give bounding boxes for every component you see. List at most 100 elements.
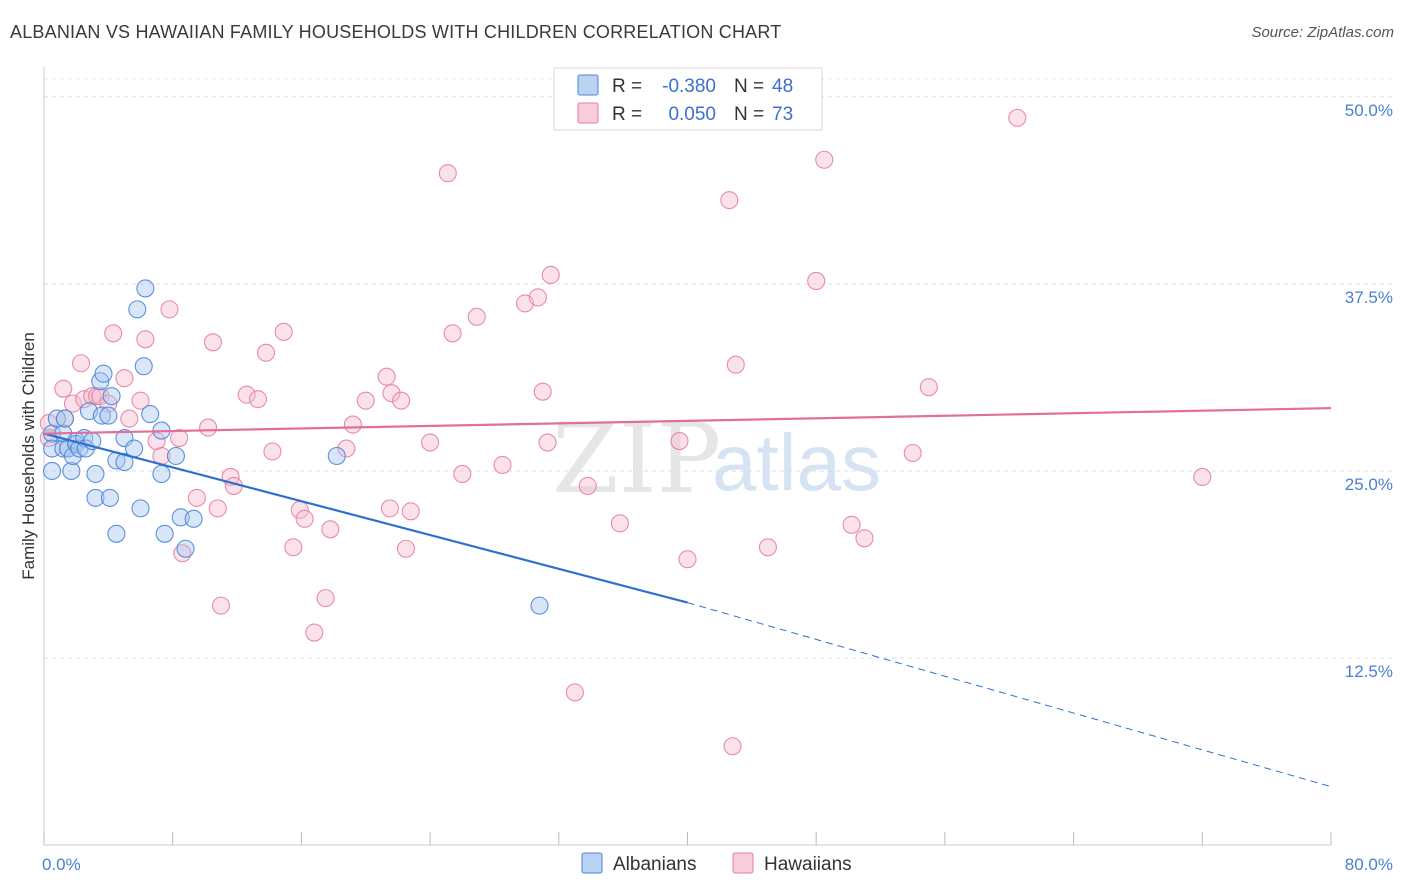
hawaiian-point <box>208 499 227 518</box>
hawaiian-point <box>678 550 697 569</box>
hawaiian-point <box>438 164 457 183</box>
hawaiian-point <box>720 191 739 210</box>
chart-title: ALBANIAN VS HAWAIIAN FAMILY HOUSEHOLDS W… <box>10 22 782 42</box>
x-tick-label-min: 0.0% <box>42 855 81 874</box>
hawaiian-point <box>565 683 584 702</box>
albanian-point <box>62 461 81 481</box>
hawaiian-r-value: 0.050 <box>668 104 716 125</box>
albanian-point <box>100 488 120 507</box>
albanian-point <box>176 539 195 558</box>
albanian-point <box>128 300 147 319</box>
y-tick-label: 37.5% <box>1345 288 1393 307</box>
hawaiian-point <box>104 324 123 343</box>
hawaiian-point <box>377 367 396 386</box>
albanian-point <box>55 409 74 428</box>
hawaiian-point <box>815 150 834 169</box>
albanian-point <box>152 464 171 484</box>
hawaiian-point <box>670 431 689 451</box>
hawaiian-point <box>726 355 745 374</box>
hawaiian-point <box>401 502 420 521</box>
hawaiian-point <box>807 271 826 291</box>
y-tick-label: 25.0% <box>1345 475 1393 494</box>
hawaiian-point <box>493 455 512 475</box>
y-axis-label: Family Households with Children <box>19 332 38 580</box>
hawaiian-n-label: N = <box>734 104 764 125</box>
hawaiian-point <box>284 538 303 557</box>
hawaiian-point <box>1193 467 1212 486</box>
albanian-legend-swatch <box>577 74 599 96</box>
hawaiian-legend-swatch <box>577 102 599 124</box>
trend-lines <box>43 407 1332 788</box>
hawaiian-trend-line <box>43 407 1332 435</box>
albanian-point <box>86 488 105 507</box>
x-axis-ticks <box>43 832 1332 845</box>
hawaiian-point <box>115 369 134 388</box>
hawaiian-point <box>248 390 268 409</box>
albanian-point <box>42 461 62 481</box>
hawaiian-point <box>295 509 314 528</box>
albanian-point <box>94 364 113 383</box>
albanian-point <box>327 446 346 466</box>
hawaiian-point <box>187 488 206 507</box>
hawaiian-point <box>533 382 552 401</box>
albanian-point <box>155 524 174 543</box>
hawaiian-r-label: R = <box>612 104 642 125</box>
albanian-point <box>115 452 134 472</box>
hawaiian-point <box>723 737 742 756</box>
hawaiian-point <box>337 439 356 458</box>
albanian-point <box>107 524 126 543</box>
hawaiian-point <box>380 499 399 518</box>
stats-legend-box <box>553 67 823 131</box>
stats-legend: R = -0.380 N = 48 R = 0.050 N = 73 <box>553 67 823 131</box>
albanian-point <box>125 439 144 458</box>
albanian-r-label: R = <box>612 76 642 97</box>
hawaiian-point <box>71 354 91 373</box>
albanians-legend-label: Albanians <box>613 854 696 875</box>
albanian-point <box>141 405 160 424</box>
hawaiian-point <box>237 385 256 404</box>
y-tick-label: 50.0% <box>1345 101 1393 120</box>
hawaiian-point <box>919 378 938 397</box>
source-note: Source: ZipAtlas.com <box>1251 24 1394 41</box>
hawaiian-point <box>538 433 557 452</box>
hawaiian-point <box>274 322 293 341</box>
albanian-point <box>131 499 150 518</box>
albanian-point <box>136 279 155 298</box>
y-tick-label: 12.5% <box>1345 662 1393 681</box>
hawaiian-point <box>842 515 861 534</box>
hawaiian-point <box>578 476 597 495</box>
albanians-legend-swatch <box>581 852 603 874</box>
albanian-point <box>102 387 121 406</box>
albanian-point <box>184 509 203 528</box>
hawaiian-point <box>136 330 155 349</box>
hawaiian-point <box>382 384 401 403</box>
hawaiian-point <box>421 433 440 452</box>
hawaiian-point <box>63 394 83 413</box>
albanian-trend-extension <box>687 602 1332 788</box>
hawaiians-legend-label: Hawaiians <box>764 854 852 875</box>
hawaiian-point <box>256 343 276 362</box>
hawaiian-point <box>305 623 324 642</box>
hawaiian-point <box>199 418 218 437</box>
y-tick-labels: 12.5% 25.0% 37.5% 50.0% <box>1345 101 1393 681</box>
hawaiian-point <box>396 539 416 558</box>
series-legend: Albanians Hawaiians <box>581 852 852 875</box>
hawaiian-point <box>316 589 335 608</box>
hawaiian-point <box>54 379 73 398</box>
watermark-atlas: atlas <box>712 418 881 507</box>
hawaiian-point <box>263 442 282 461</box>
hawaiian-point <box>758 538 777 557</box>
albanian-point <box>166 446 185 466</box>
albanian-point <box>86 464 105 484</box>
hawaiian-point <box>343 415 362 434</box>
hawaiians-legend-swatch <box>732 852 754 874</box>
hawaiian-point <box>170 428 189 448</box>
hawaiian-point <box>1008 108 1027 127</box>
hawaiian-point <box>443 324 462 343</box>
hawaiian-point <box>211 596 231 615</box>
hawaiian-point <box>356 391 375 410</box>
hawaiian-point <box>392 391 411 410</box>
hawaiian-n-value: 73 <box>772 104 793 125</box>
hawaiian-point <box>467 307 486 326</box>
